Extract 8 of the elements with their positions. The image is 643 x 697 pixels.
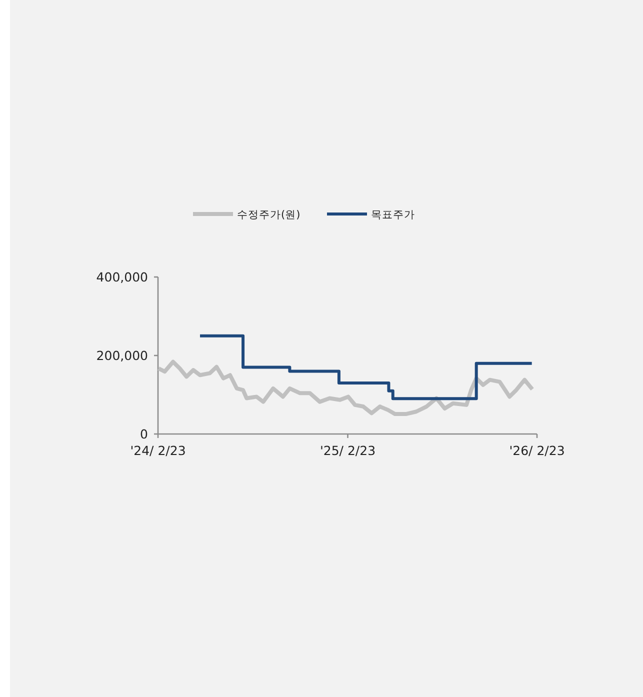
x-tick-label: '25/ 2/23 bbox=[320, 443, 376, 458]
y-tick-label: 200,000 bbox=[96, 348, 148, 363]
x-tick-label: '26/ 2/23 bbox=[509, 443, 565, 458]
y-tick-label: 400,000 bbox=[96, 270, 148, 284]
y-tick-label: 0 bbox=[140, 426, 148, 442]
x-tick-label: '24/ 2/23 bbox=[130, 443, 186, 458]
legend-label: 수정주가(원) bbox=[237, 209, 300, 221]
legend-label: 목표주가 bbox=[371, 209, 415, 221]
